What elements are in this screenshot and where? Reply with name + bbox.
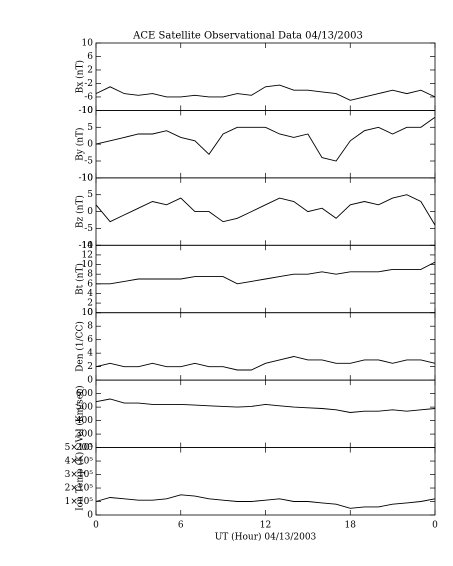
panel-frame [95, 447, 436, 516]
y-tick-label: 10 [82, 308, 94, 318]
x-tick-label: 6 [178, 521, 184, 531]
y-tick-label: 200 [76, 443, 93, 453]
y-tick-label: 2 [87, 299, 93, 309]
panel-frame [95, 177, 436, 246]
y-tick-label: 10 [82, 173, 94, 183]
y-tick-label: 5×10⁵ [65, 443, 94, 453]
y-tick-label: 0 [87, 207, 93, 217]
y-tick-label: 10 [82, 260, 94, 270]
y-tick-label: 6 [87, 279, 93, 289]
y-axis-label: By (nT) [75, 127, 86, 160]
x-tick-label: 18 [345, 521, 357, 531]
y-tick-label: -5 [84, 157, 93, 167]
y-tick-label: -2 [84, 79, 93, 89]
y-tick-label: 8 [87, 322, 93, 332]
y-tick-label: 4 [87, 289, 93, 299]
x-tick-label: 12 [260, 521, 271, 531]
data-line [96, 261, 436, 285]
y-tick-label: -10 [79, 106, 94, 116]
data-line [95, 116, 436, 162]
y-axis-label: Vel (Km/sec) [75, 385, 86, 443]
y-tick-label: 0 [87, 140, 93, 150]
y-tick-label: 2×10⁵ [65, 484, 94, 494]
y-tick-label: 2 [87, 65, 93, 75]
y-tick-label: 4 [87, 349, 93, 359]
data-line [95, 398, 436, 413]
x-tick-label: 0 [93, 521, 99, 531]
y-tick-label: 600 [76, 389, 93, 399]
y-tick-label: 5 [87, 190, 93, 200]
y-tick-label: 0 [87, 308, 93, 318]
x-tick-label: 0 [432, 521, 438, 531]
y-tick-label: 6 [87, 335, 93, 345]
y-tick-label: 14 [82, 241, 94, 251]
y-tick-label: -5 [84, 224, 93, 234]
y-tick-label: 400 [76, 416, 93, 426]
y-tick-label: 300 [76, 430, 93, 440]
y-tick-label: 10 [82, 106, 94, 116]
data-line [95, 84, 436, 101]
data-line [95, 356, 436, 371]
panel-frame [95, 312, 436, 381]
panel-frame [95, 110, 436, 179]
y-tick-label: 8 [87, 270, 93, 280]
y-tick-label: 0 [87, 376, 93, 386]
y-tick-label: 2 [87, 362, 93, 372]
y-tick-label: -10 [79, 241, 94, 251]
y-tick-label: 12 [82, 250, 93, 260]
y-tick-label: 5 [87, 123, 93, 133]
y-axis-label: Ion Temp (K) [75, 452, 86, 511]
y-tick-label: 4×10⁵ [65, 457, 94, 467]
y-tick-label: 6 [87, 52, 93, 62]
x-axis-label: UT (Hour) 04/13/2003 [215, 532, 317, 543]
y-tick-label: -10 [79, 173, 94, 183]
y-axis-label: Den (1/CC) [75, 321, 86, 372]
y-tick-label: 1×10⁵ [65, 497, 94, 507]
y-axis-label: Bx (nT) [75, 60, 86, 93]
chart-title: ACE Satellite Observational Data 04/13/2… [132, 31, 363, 42]
y-axis-label: Bz (nT) [75, 195, 86, 228]
y-tick-label: -6 [84, 92, 93, 102]
y-tick-label: 10 [82, 39, 94, 49]
y-tick-label: 500 [76, 403, 93, 413]
y-axis-label: Bt (nT) [75, 263, 86, 295]
y-tick-label: 3×10⁵ [65, 470, 94, 480]
panel-frame [95, 42, 436, 111]
data-line [95, 494, 436, 509]
y-tick-label: 0 [87, 511, 93, 521]
panel-frame [95, 379, 436, 448]
data-line [95, 194, 436, 226]
